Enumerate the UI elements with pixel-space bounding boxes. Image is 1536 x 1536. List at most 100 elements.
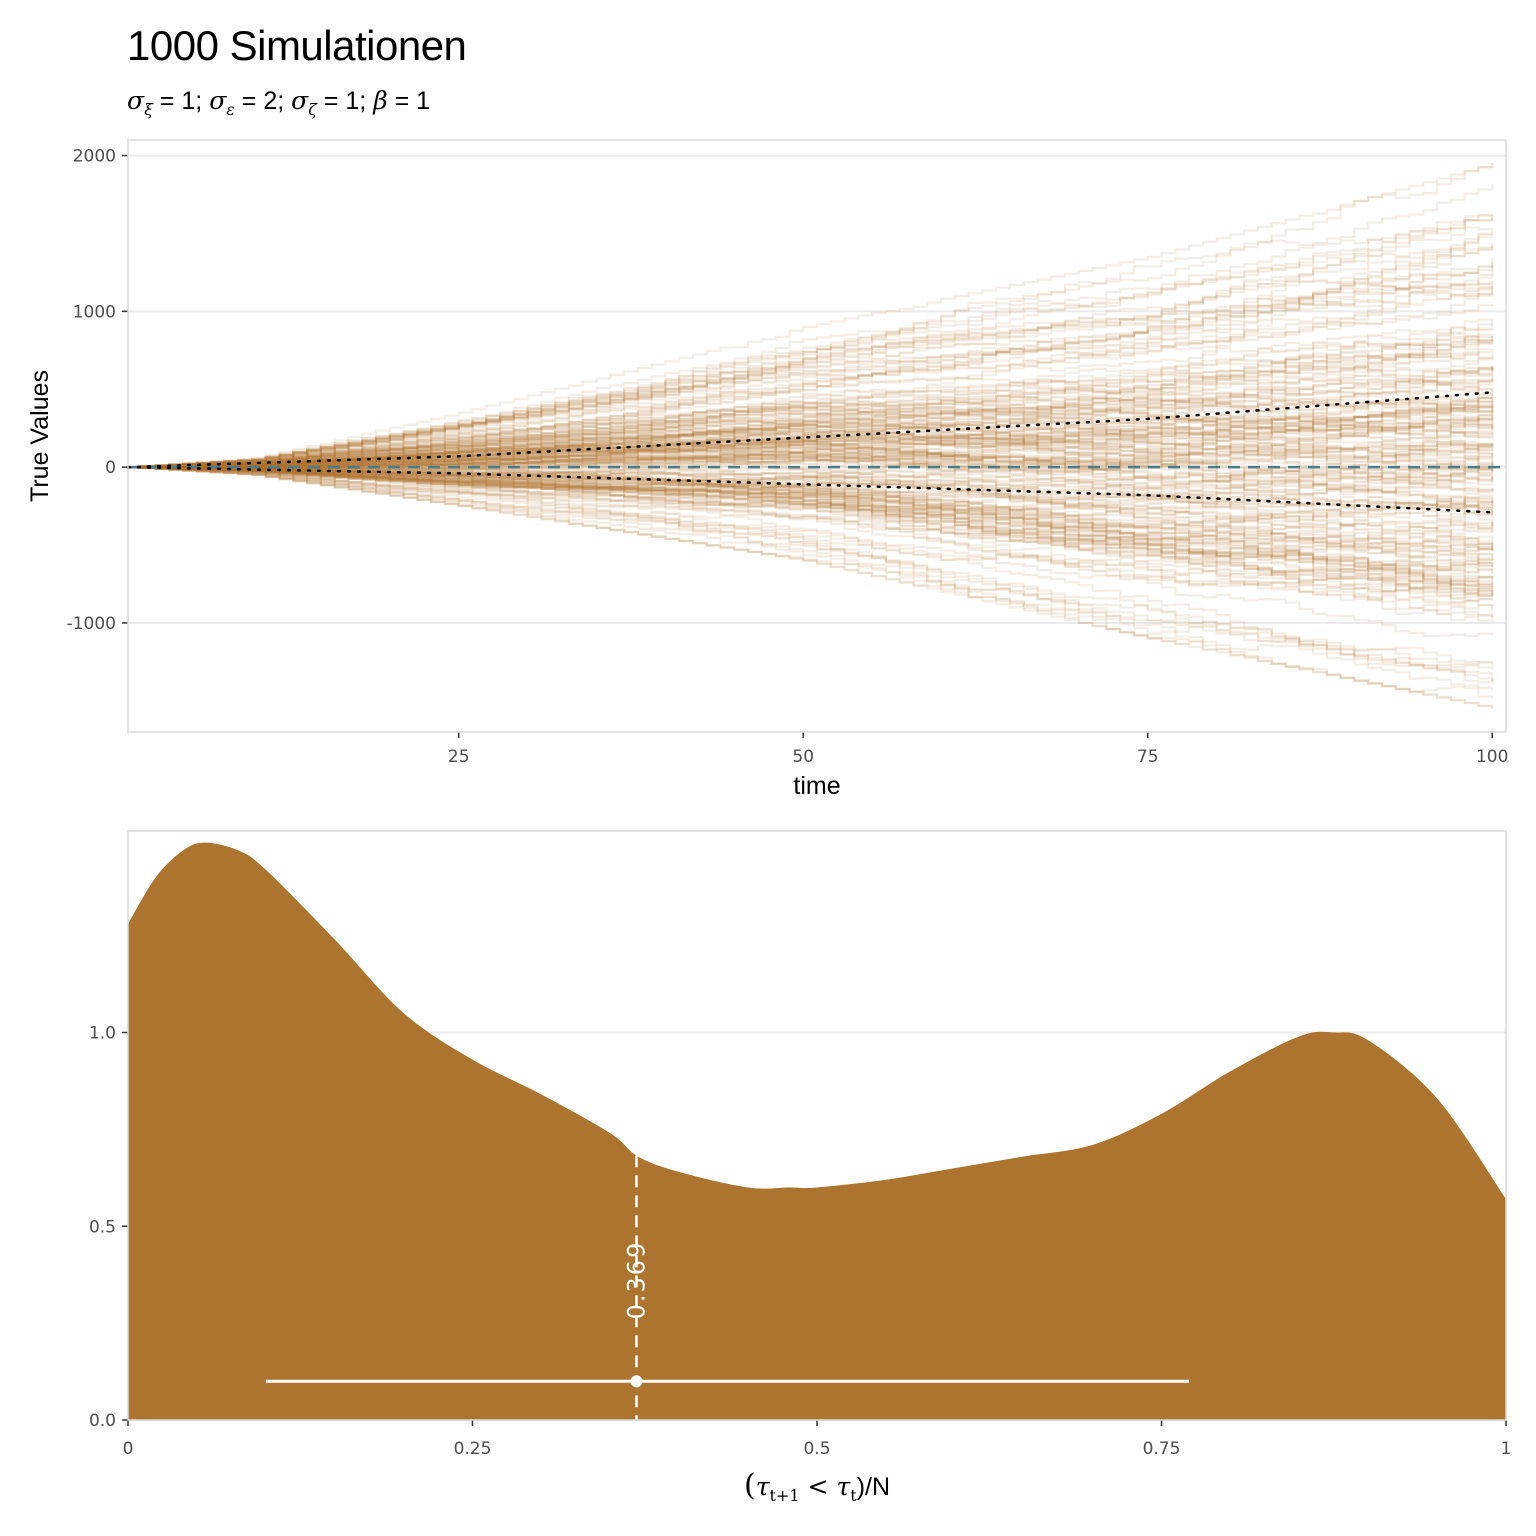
simulation-path	[128, 466, 1494, 604]
chart-subtitle: σξ = 1; σε = 2; σζ = 1; β = 1	[127, 86, 430, 119]
simulation-path	[128, 218, 1494, 469]
simulation-path	[128, 466, 1494, 596]
x-axis-title-part: <	[800, 1472, 837, 1501]
simulation-path	[128, 466, 1494, 586]
simulation-path	[128, 333, 1494, 469]
simulation-path	[128, 466, 1494, 638]
simulation-path	[128, 378, 1494, 469]
quantile-line-0	[126, 391, 1494, 469]
sim-tick-label-x: 100	[1476, 747, 1508, 767]
simulation-path	[128, 366, 1494, 469]
simulation-path	[128, 258, 1494, 469]
simulation-path	[128, 214, 1494, 469]
simulation-path	[128, 226, 1494, 469]
simulation-path	[128, 342, 1494, 469]
simulation-path	[128, 466, 1494, 575]
subtitle-subscript-0: ξ	[144, 100, 153, 119]
subtitle-value-2: = 1;	[316, 87, 374, 115]
density-panel-border	[127, 830, 1507, 1421]
simulation-path	[128, 374, 1494, 469]
simulation-path	[128, 377, 1494, 469]
simulation-path	[128, 466, 1494, 560]
simulation-path	[128, 411, 1494, 469]
simulation-path	[128, 281, 1494, 469]
simulation-path	[128, 466, 1494, 596]
subtitle-symbol-3: β	[373, 86, 388, 115]
sim-tick-label-x: 25	[448, 747, 470, 767]
simulation-path	[128, 466, 1494, 508]
simulation-path	[128, 466, 1494, 574]
simulation-path	[128, 262, 1494, 469]
simulation-path	[128, 460, 1494, 483]
simulation-path	[128, 466, 1494, 565]
simulation-path	[128, 409, 1494, 469]
simulation-path	[128, 466, 1494, 622]
simulation-path	[128, 412, 1494, 469]
simulation-path	[128, 456, 1494, 480]
density-tick-label-x: 0	[123, 1439, 134, 1459]
simulation-path	[128, 451, 1494, 476]
simulation-path	[128, 335, 1494, 469]
simulation-path	[128, 163, 1494, 469]
sim-tick-label-x: 75	[1137, 747, 1159, 767]
chart-title: 1000 Simulationen	[127, 22, 467, 69]
density-tick-label-y: 1.0	[89, 1024, 116, 1044]
simulation-path	[128, 466, 1494, 598]
simulation-path	[128, 351, 1494, 469]
simulation-path	[128, 403, 1494, 469]
sim-tick-label-y: 1000	[73, 302, 116, 322]
simulation-path	[128, 265, 1494, 469]
simulation-path	[128, 446, 1494, 469]
sim-panel-border	[127, 139, 1507, 733]
x-axis-title-part: τ	[836, 1472, 851, 1501]
simulation-path	[128, 466, 1494, 553]
simulation-path	[128, 466, 1494, 681]
simulation-path	[128, 445, 1494, 494]
simulation-path	[128, 453, 1494, 501]
simulation-path	[128, 400, 1494, 469]
simulation-path	[128, 318, 1494, 469]
simulation-path	[128, 466, 1494, 709]
simulation-path	[128, 442, 1494, 469]
sim-tick-label-y: -1000	[67, 614, 116, 634]
simulation-path	[128, 466, 1494, 526]
simulation-path	[128, 406, 1494, 469]
simulation-path	[128, 339, 1494, 469]
simulation-path	[128, 466, 1494, 573]
simulation-path	[128, 466, 1494, 587]
simulation-path	[128, 396, 1494, 469]
density-tick-label-x: 0.5	[803, 1439, 830, 1459]
sim-x-axis-title: time	[793, 772, 840, 800]
density-panel: 0.00.51.00 0.25 0.5 0.75 10.369(τt+1 < τt)/N	[89, 830, 1511, 1505]
simulation-path	[128, 428, 1494, 469]
density-tick-label-x: 0.75	[1143, 1439, 1181, 1459]
simulation-path	[128, 451, 1494, 471]
simulation-path	[128, 246, 1494, 469]
simulation-path	[128, 466, 1494, 684]
simulation-path	[128, 442, 1494, 473]
subtitle-symbol-0: σ	[127, 86, 145, 115]
simulation-path	[128, 336, 1494, 469]
simulation-path	[128, 466, 1494, 567]
simulation-path	[128, 285, 1494, 469]
simulation-path	[128, 466, 1494, 666]
simulation-path	[128, 466, 1494, 492]
simulation-path	[128, 466, 1494, 557]
simulation-path	[128, 466, 1494, 592]
simulation-path	[128, 340, 1494, 469]
simulation-path	[128, 466, 1494, 709]
simulation-path	[128, 466, 1494, 553]
simulation-path	[128, 466, 1494, 552]
simulation-path	[128, 466, 1494, 517]
simulation-path	[128, 163, 1494, 469]
simulation-path	[128, 415, 1494, 469]
sim-tick-label-y: 0	[105, 458, 116, 478]
simulation-path	[128, 279, 1494, 469]
simulation-path	[128, 422, 1494, 469]
median-point	[630, 1375, 643, 1388]
simulation-path	[128, 466, 1494, 523]
simulation-path	[128, 466, 1494, 543]
simulation-path	[128, 436, 1494, 469]
simulation-path	[128, 273, 1494, 469]
